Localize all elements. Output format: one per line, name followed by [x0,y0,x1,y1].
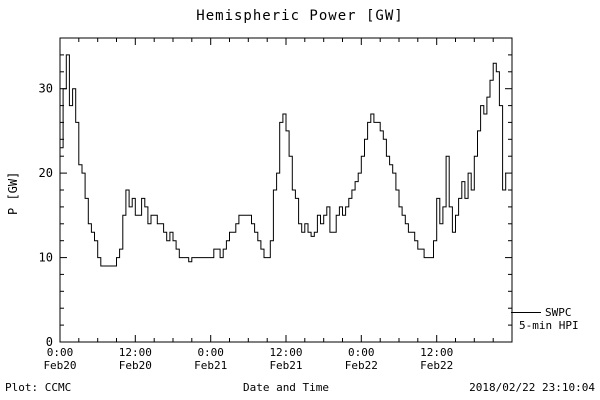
legend-row-series: 5-min HPI [519,319,599,332]
x-tick-time-label: 0:00 [47,346,74,359]
x-tick-time-label: 12:00 [269,346,302,359]
x-tick-date-label: Feb20 [43,359,76,372]
y-axis-label: P [GW] [6,171,20,215]
timestamp: 2018/02/22 23:10:04 [469,381,595,394]
legend-line-sample [511,312,541,313]
y-tick-label: 0 [46,335,53,349]
x-tick-date-label: Feb22 [420,359,453,372]
y-tick-label: 10 [39,251,53,265]
legend: SWPC 5-min HPI [511,306,599,332]
legend-row-source: SWPC [511,306,599,319]
x-tick-date-label: Feb21 [194,359,227,372]
x-tick-time-label: 12:00 [119,346,152,359]
x-tick-date-label: Feb21 [269,359,302,372]
legend-series-label: 5-min HPI [519,319,579,332]
legend-source-label: SWPC [545,306,572,319]
y-tick-label: 20 [39,166,53,180]
chart-title: Hemispheric Power [GW] [196,8,404,24]
x-tick-time-label: 0:00 [197,346,224,359]
x-tick-time-label: 0:00 [348,346,375,359]
x-tick-time-label: 12:00 [420,346,453,359]
x-axis-label: Date and Time [242,381,330,394]
x-tick-date-label: Feb20 [119,359,152,372]
hpi-line [60,54,507,267]
plot-credit: Plot: CCMC [5,381,72,394]
x-tick-date-label: Feb22 [345,359,378,372]
y-tick-label: 30 [39,82,53,96]
